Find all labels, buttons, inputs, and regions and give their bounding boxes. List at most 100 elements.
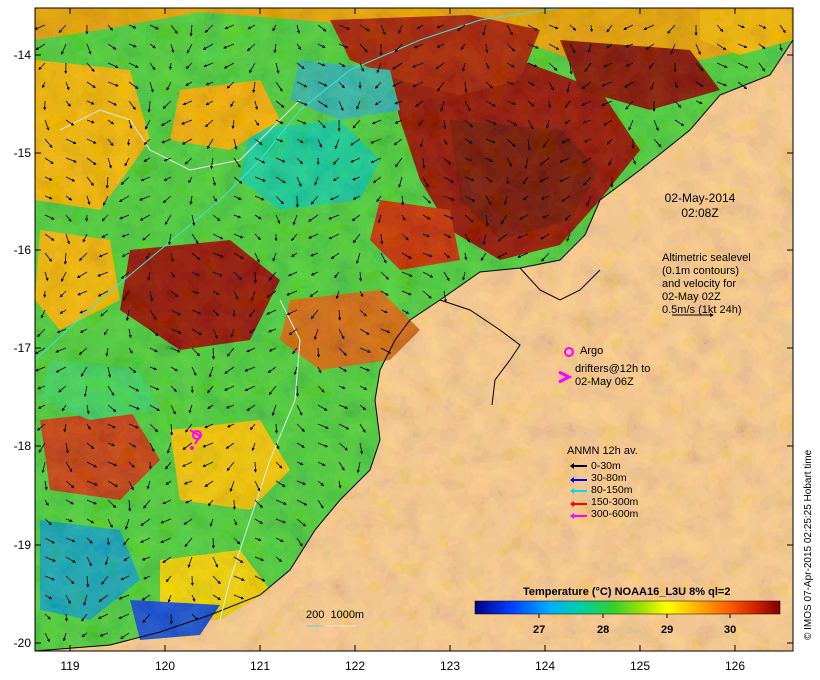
velocity-arrow bbox=[140, 537, 151, 543]
velocity-arrow bbox=[128, 404, 140, 410]
velocity-arrow bbox=[443, 138, 448, 146]
velocity-arrow bbox=[394, 119, 403, 124]
velocity-arrow bbox=[268, 328, 277, 333]
velocity-arrow bbox=[296, 100, 308, 106]
velocity-arrow bbox=[401, 271, 413, 277]
velocity-arrow bbox=[254, 518, 263, 524]
velocity-arrow bbox=[527, 43, 539, 49]
velocity-arrow bbox=[338, 404, 349, 409]
velocity-arrow bbox=[170, 347, 181, 353]
velocity-arrow bbox=[143, 157, 151, 162]
velocity-arrow bbox=[254, 157, 266, 164]
velocity-arrow bbox=[58, 24, 67, 34]
velocity-arrow bbox=[335, 290, 340, 300]
velocity-arrow bbox=[128, 119, 133, 130]
velocity-arrow bbox=[254, 119, 260, 126]
velocity-arrow bbox=[107, 157, 112, 169]
velocity-arrow bbox=[485, 214, 489, 227]
velocity-arrow bbox=[162, 100, 172, 109]
velocity-arrow bbox=[86, 423, 91, 430]
velocity-arrow bbox=[182, 442, 193, 450]
velocity-arrow bbox=[296, 81, 308, 88]
velocity-arrow bbox=[286, 309, 298, 316]
velocity-arrow bbox=[128, 81, 139, 89]
velocity-arrow bbox=[603, 62, 613, 68]
velocity-arrow bbox=[149, 328, 159, 337]
velocity-arrow bbox=[86, 157, 97, 165]
velocity-arrow bbox=[128, 385, 140, 392]
velocity-arrow bbox=[249, 62, 256, 74]
velocity-arrow bbox=[527, 100, 535, 107]
velocity-arrow bbox=[380, 252, 387, 264]
velocity-arrow bbox=[435, 62, 445, 70]
velocity-arrow bbox=[224, 366, 235, 374]
velocity-arrow bbox=[401, 214, 406, 222]
velocity-arrow bbox=[44, 632, 50, 643]
velocity-arrow bbox=[233, 518, 238, 526]
velocity-arrow bbox=[44, 214, 55, 220]
velocity-arrow bbox=[372, 176, 382, 184]
velocity-arrow bbox=[246, 404, 256, 412]
drifter-legend-marker bbox=[558, 370, 573, 384]
velocity-arrow bbox=[359, 290, 364, 298]
velocity-arrow bbox=[546, 119, 550, 129]
velocity-arrow bbox=[211, 347, 216, 360]
velocity-arrow bbox=[296, 461, 304, 466]
velocity-arrow bbox=[128, 328, 132, 339]
velocity-arrow bbox=[375, 81, 382, 89]
velocity-arrow bbox=[65, 461, 73, 473]
velocity-arrow bbox=[540, 195, 550, 200]
velocity-arrow bbox=[107, 404, 117, 413]
velocity-arrow bbox=[231, 119, 235, 130]
velocity-arrow bbox=[185, 499, 193, 504]
velocity-arrow bbox=[583, 138, 592, 143]
velocity-arrow bbox=[606, 43, 613, 49]
velocity-arrow bbox=[695, 100, 703, 105]
velocity-arrow bbox=[65, 214, 72, 222]
velocity-arrow bbox=[376, 62, 382, 74]
velocity-arrow bbox=[233, 575, 245, 581]
velocity-arrow bbox=[288, 271, 298, 277]
velocity-arrow bbox=[44, 594, 53, 600]
velocity-arrow bbox=[125, 309, 130, 322]
velocity-arrow bbox=[317, 442, 329, 448]
velocity-arrow bbox=[101, 214, 109, 222]
velocity-arrow bbox=[419, 138, 424, 148]
anmn-legend-arrows bbox=[570, 463, 587, 519]
velocity-arrow bbox=[149, 309, 157, 320]
velocity-arrow bbox=[212, 233, 224, 240]
velocity-arrow bbox=[464, 119, 473, 128]
velocity-arrow bbox=[653, 138, 662, 148]
velocity-arrow bbox=[275, 537, 284, 542]
velocity-arrow bbox=[120, 176, 130, 185]
velocity-arrow bbox=[464, 157, 473, 162]
velocity-arrow bbox=[233, 290, 239, 301]
velocity-arrow bbox=[292, 347, 298, 355]
velocity-arrow bbox=[128, 480, 134, 491]
velocity-arrow bbox=[288, 328, 298, 336]
velocity-arrow bbox=[149, 404, 160, 412]
velocity-arrow bbox=[86, 119, 95, 124]
velocity-arrow bbox=[527, 62, 538, 68]
velocity-arrow bbox=[44, 119, 50, 131]
velocity-arrow bbox=[79, 309, 88, 314]
velocity-arrow bbox=[317, 461, 326, 466]
velocity-arrow bbox=[436, 24, 445, 29]
velocity-arrow bbox=[443, 157, 451, 165]
velocity-arrow bbox=[205, 81, 214, 86]
velocity-arrow bbox=[55, 366, 67, 373]
colorbar-tick-27: 27 bbox=[533, 624, 546, 636]
velocity-arrow bbox=[275, 138, 284, 143]
velocity-arrow bbox=[249, 309, 256, 318]
drifters-line-1: drifters@12h to bbox=[575, 363, 651, 375]
velocity-arrow bbox=[63, 252, 67, 265]
velocity-arrow bbox=[541, 214, 550, 219]
colorbar-tick-marks bbox=[538, 614, 731, 618]
velocity-arrow bbox=[98, 252, 109, 258]
velocity-arrow bbox=[147, 271, 151, 281]
sst-texture bbox=[35, 8, 793, 651]
velocity-arrow bbox=[310, 252, 319, 257]
velocity-arrow bbox=[181, 138, 193, 145]
velocity-arrow bbox=[233, 537, 241, 545]
velocity-arrow bbox=[149, 423, 159, 433]
